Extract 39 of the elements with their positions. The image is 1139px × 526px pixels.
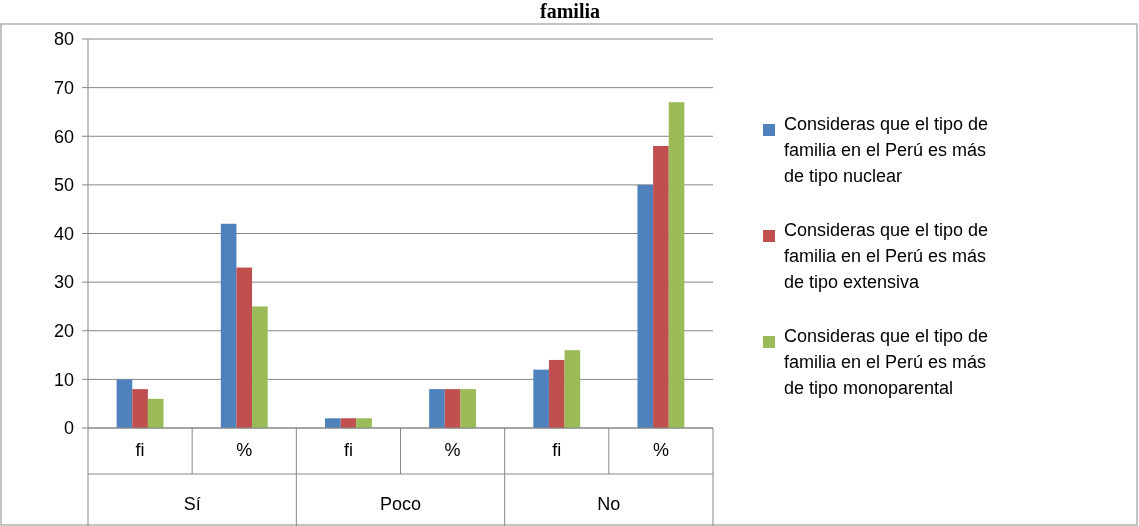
text: No <box>597 494 621 514</box>
bar <box>132 389 148 428</box>
legend-label: Consideras que el tipo de familia en el Perú es más de tipo monoparental <box>784 326 989 398</box>
x-tick-label: fi <box>343 440 353 460</box>
chart-title: familia <box>540 0 600 22</box>
bar <box>220 223 237 428</box>
bar <box>324 418 341 428</box>
bar <box>116 379 133 428</box>
bar <box>252 306 268 428</box>
bar <box>533 369 549 428</box>
legend-label: Consideras que el tipo de familia en el Perú es más de tipo extensiva <box>784 220 989 292</box>
bar <box>637 184 654 428</box>
x-tick-label: % <box>652 440 669 460</box>
y-tick-label: 40 <box>53 223 74 244</box>
y-tick-label: 70 <box>53 77 74 98</box>
x-tick-label: fi <box>135 440 145 460</box>
bar <box>548 359 565 428</box>
y-tick-label: 0 <box>63 418 74 439</box>
bar <box>147 398 164 428</box>
bar <box>564 350 581 428</box>
x-tick-label: % <box>236 440 253 460</box>
text: Poco <box>379 494 422 514</box>
y-tick-label: 80 <box>53 29 74 50</box>
bar <box>653 145 669 428</box>
bar <box>444 389 461 428</box>
bar <box>460 389 477 428</box>
text: Sí <box>183 494 201 514</box>
bar <box>356 418 372 428</box>
y-tick-label: 30 <box>53 272 74 293</box>
y-tick-label: 10 <box>53 369 74 390</box>
x-tick-label: % <box>444 440 461 460</box>
y-tick-label: 60 <box>53 126 74 147</box>
x-tick-label: fi <box>552 440 562 460</box>
y-tick-label: 50 <box>53 175 74 196</box>
bar <box>236 267 253 428</box>
bar <box>668 102 685 428</box>
legend-label: Consideras que el tipo de familia en el Perú es más de tipo nuclear <box>784 114 989 186</box>
bar <box>429 389 445 428</box>
y-tick-label: 20 <box>53 321 74 342</box>
